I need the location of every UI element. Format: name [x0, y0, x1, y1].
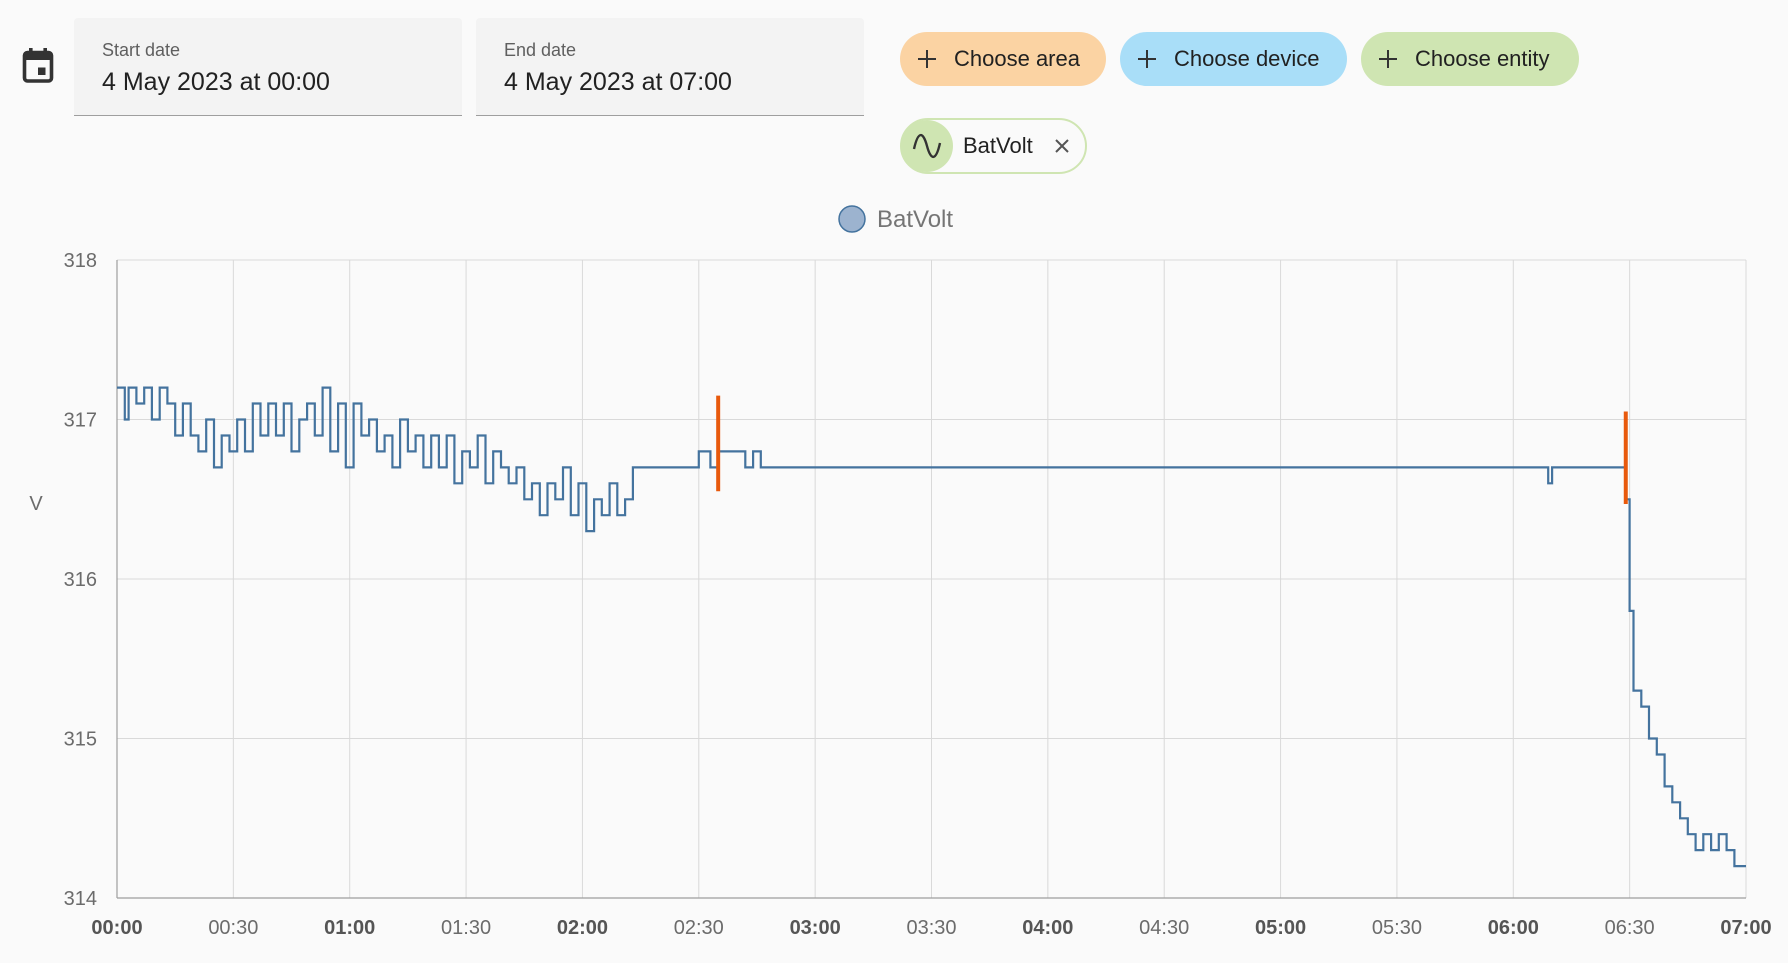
end-date-field[interactable]: End date 4 May 2023 at 07:00: [476, 18, 864, 116]
sine-wave-icon: [901, 120, 953, 172]
x-tick-label: 01:30: [441, 917, 491, 939]
y-tick-label: 318: [64, 250, 97, 272]
choose-area-label: Choose area: [954, 46, 1080, 71]
x-tick-label: 00:00: [91, 917, 142, 939]
legend-marker: [838, 205, 866, 233]
x-tick-label: 06:30: [1605, 917, 1655, 939]
choose-device-button[interactable]: Choose device: [1120, 32, 1347, 86]
x-tick-label: 07:00: [1720, 917, 1771, 939]
y-tick-label: 315: [64, 729, 97, 751]
choose-entity-label: Choose entity: [1415, 46, 1550, 71]
choose-entity-button[interactable]: Choose entity: [1361, 32, 1579, 86]
x-tick-label: 04:00: [1022, 917, 1073, 939]
x-tick-label: 05:30: [1372, 917, 1422, 939]
y-tick-label: 316: [64, 569, 97, 591]
start-date-label: Start date: [102, 40, 181, 60]
remove-entity-icon[interactable]: [1051, 135, 1073, 157]
choose-device-label: Choose device: [1174, 46, 1320, 71]
x-tick-label: 02:00: [557, 917, 608, 939]
x-tick-label: 01:00: [324, 917, 375, 939]
start-date-field[interactable]: Start date 4 May 2023 at 00:00: [74, 18, 462, 116]
x-tick-label: 00:30: [208, 917, 258, 939]
y-axis-label: V: [29, 493, 43, 515]
y-tick-label: 317: [64, 410, 97, 432]
calendar-icon[interactable]: [20, 46, 56, 86]
start-date-value: 4 May 2023 at 00:00: [102, 68, 330, 96]
choose-area-button[interactable]: Choose area: [900, 32, 1106, 86]
plus-icon: [900, 48, 954, 70]
x-tick-label: 05:00: [1255, 917, 1306, 939]
end-date-value: 4 May 2023 at 07:00: [504, 68, 732, 96]
x-tick-label: 03:30: [906, 917, 956, 939]
x-tick-label: 06:00: [1488, 917, 1539, 939]
x-tick-label: 02:30: [674, 917, 724, 939]
x-tick-label: 04:30: [1139, 917, 1189, 939]
y-tick-label: 314: [64, 888, 97, 910]
selected-entity-name: BatVolt: [963, 133, 1033, 158]
chart-legend[interactable]: BatVolt: [838, 205, 953, 233]
plus-icon: [1120, 48, 1174, 70]
end-date-label: End date: [504, 40, 577, 60]
x-tick-label: 03:00: [790, 917, 841, 939]
legend-label: BatVolt: [877, 206, 953, 233]
plus-icon: [1361, 48, 1415, 70]
selected-entity-chip[interactable]: BatVolt: [900, 118, 1087, 174]
history-chart: BatVolt 318 317 316 315 314 00:00 00:30 01:00 0…: [29, 205, 1772, 939]
